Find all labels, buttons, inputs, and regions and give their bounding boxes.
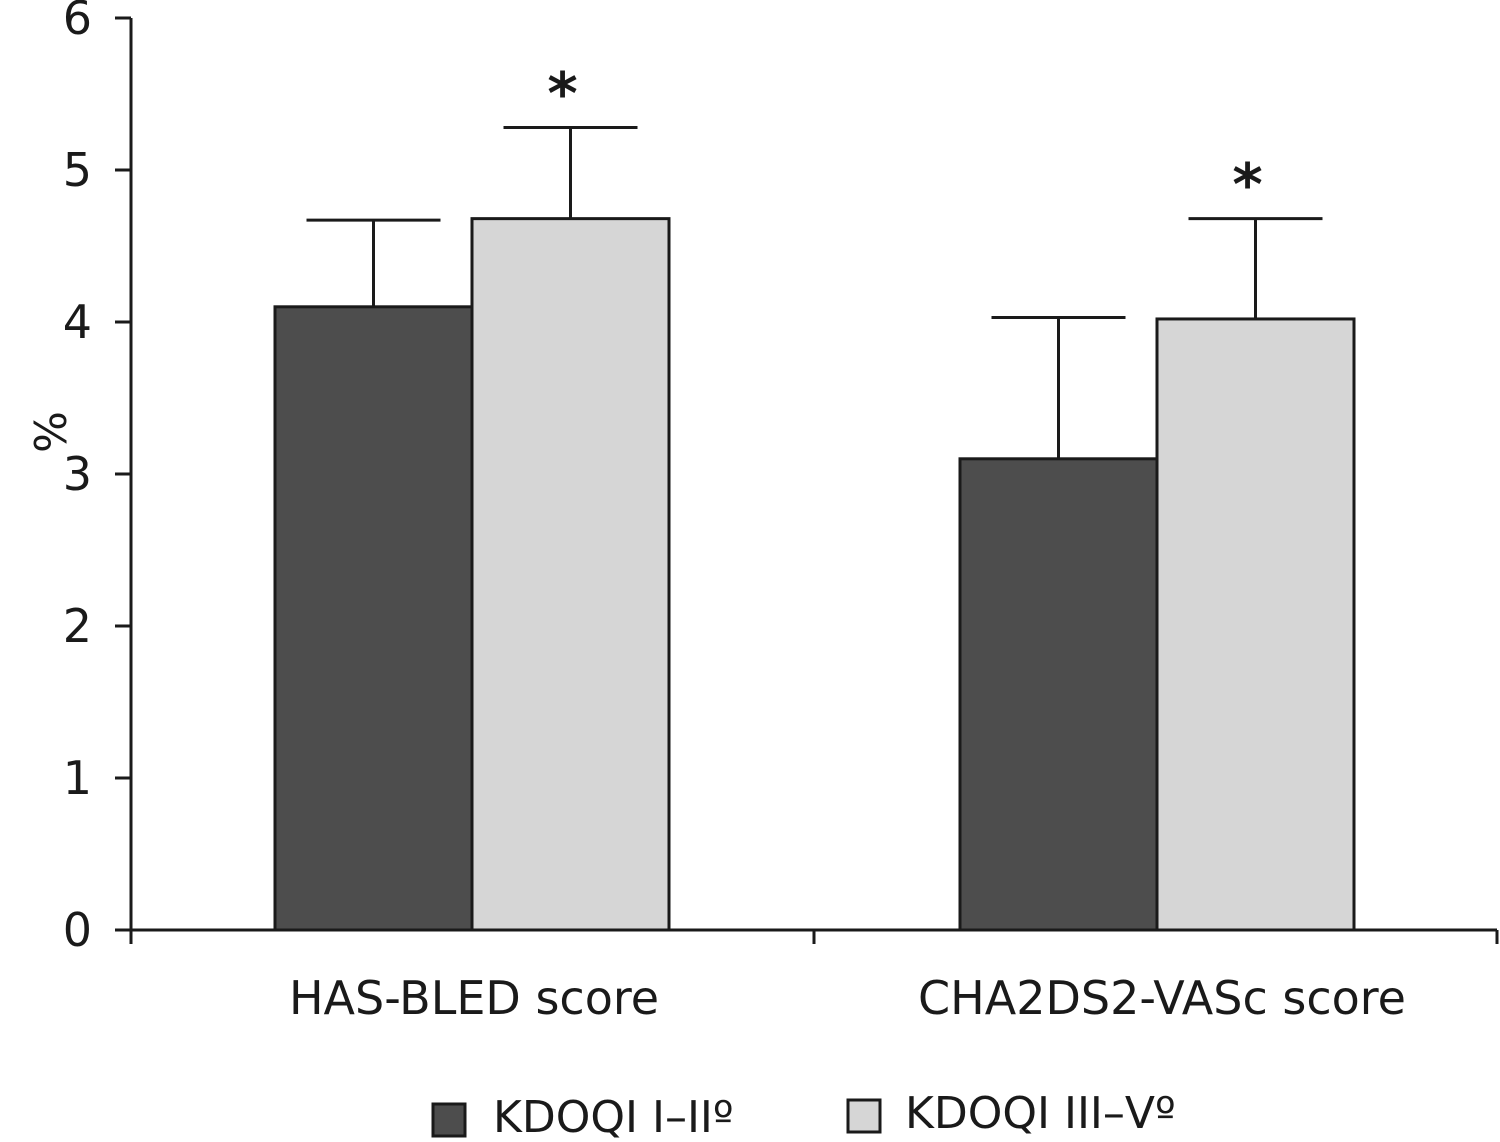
y-ticks: 0 1 2 3 4 5 6 — [63, 0, 131, 957]
y-tick-label: 6 — [63, 0, 92, 45]
y-axis-label: % — [23, 411, 74, 453]
bar — [960, 459, 1157, 930]
bar-chart: 0123456 % ** HAS-BLED score CHA2DS2-VASc… — [0, 0, 1500, 1142]
bar — [472, 219, 669, 930]
y-tick-label: 0 — [63, 903, 92, 957]
y-tick-label: 3 — [63, 447, 92, 501]
significance-marker: * — [1232, 151, 1262, 219]
legend-label-kdoqi-i-ii: KDOQI I–IIº — [493, 1092, 734, 1142]
category-label-cha2ds2-vasc: CHA2DS2-VASc score — [918, 971, 1406, 1025]
y-tick-label: 1 — [63, 751, 92, 805]
bar — [275, 307, 472, 930]
bars: ** — [275, 59, 1354, 930]
y-tick-label: 5 — [63, 143, 92, 197]
y-tick-label: 4 — [63, 295, 92, 349]
significance-marker: * — [547, 59, 577, 127]
category-label-has-bled: HAS-BLED score — [289, 971, 659, 1025]
legend-swatch-kdoqi-i-ii — [433, 1104, 465, 1136]
x-labels: HAS-BLED score CHA2DS2-VASc score — [289, 971, 1406, 1025]
legend-swatch-kdoqi-iii-v — [848, 1100, 880, 1132]
legend: KDOQI I–IIº KDOQI III–Vº — [433, 1088, 1176, 1142]
legend-label-kdoqi-iii-v: KDOQI III–Vº — [905, 1088, 1176, 1139]
y-tick-label: 2 — [63, 599, 92, 653]
bar — [1157, 319, 1354, 930]
